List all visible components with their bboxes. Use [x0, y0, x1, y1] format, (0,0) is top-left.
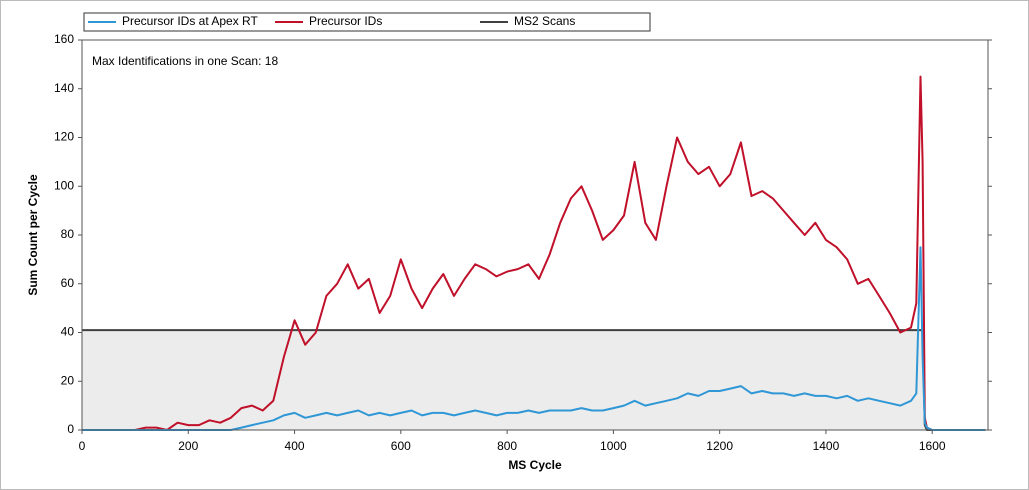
- y-tick-label: 0: [67, 422, 74, 436]
- x-axis-label: MS Cycle: [508, 458, 562, 472]
- x-tick-label: 1400: [813, 439, 840, 453]
- legend-label: Precursor IDs: [309, 14, 382, 28]
- x-tick-label: 1600: [919, 439, 946, 453]
- x-tick-label: 800: [497, 439, 517, 453]
- series-area: [82, 330, 986, 430]
- legend-box: [83, 12, 651, 32]
- y-tick-label: 80: [61, 227, 75, 241]
- series-line: [82, 329, 986, 431]
- legend-label: MS2 Scans: [514, 14, 575, 28]
- x-tick-label: 200: [178, 439, 198, 453]
- y-tick-label: 60: [61, 276, 75, 290]
- series-line: [82, 246, 986, 431]
- x-tick-label: 400: [285, 439, 305, 453]
- legend-label: Precursor IDs at Apex RT: [122, 14, 258, 28]
- legend: Precursor IDs at Apex RT Precursor IDs MS2…: [88, 14, 575, 28]
- x-tick-label: 1000: [600, 439, 627, 453]
- y-tick-label: 100: [54, 178, 74, 192]
- y-tick-label: 140: [54, 81, 74, 95]
- y-tick-label: 160: [54, 32, 74, 46]
- y-axis-label: Sum Count per Cycle: [26, 174, 40, 296]
- y-tick-label: 20: [61, 373, 75, 387]
- plot-area: [82, 75, 986, 431]
- x-tick-label: 600: [391, 439, 411, 453]
- series-line: [82, 75, 986, 431]
- annotation: Max Identifications in one Scan: 18: [92, 54, 278, 68]
- y-tick-label: 40: [61, 325, 75, 339]
- x-tick-label: 0: [79, 439, 86, 453]
- y-tick-label: 120: [54, 130, 74, 144]
- x-tick-label: 1200: [706, 439, 733, 453]
